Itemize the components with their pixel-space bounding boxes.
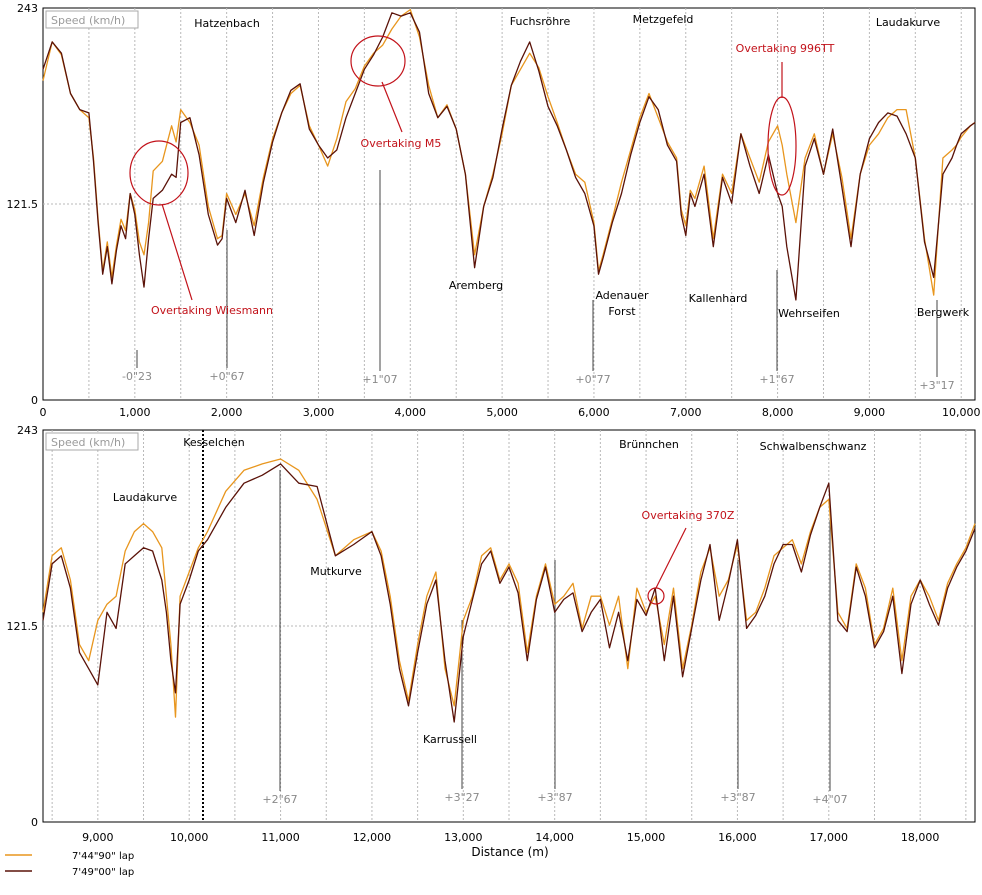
corner-label: Karrussell xyxy=(423,733,477,746)
corner-label: Wehrseifen xyxy=(778,307,840,320)
overtake-label: Overtaking 996TT xyxy=(736,42,835,55)
delta-label: +0"67 xyxy=(209,370,244,383)
corner-label: Kesselchen xyxy=(183,436,245,449)
x-tick-label: 10,000 xyxy=(942,406,981,419)
corner-label: Brünnchen xyxy=(619,438,679,451)
x-tick-label: 0 xyxy=(40,406,47,419)
x-tick-label: 17,000 xyxy=(810,831,849,844)
y-tick-label: 121.5 xyxy=(7,620,39,633)
corner-label: Metzgefeld xyxy=(633,13,694,26)
corner-label: Schwalbenschwanz xyxy=(760,440,867,453)
corner-label: Forst xyxy=(608,305,636,318)
x-tick-label: 1,000 xyxy=(119,406,151,419)
speed-label-box xyxy=(45,432,139,451)
x-tick-label: 11,000 xyxy=(261,831,300,844)
corner-label: Mutkurve xyxy=(310,565,362,578)
delta-label: +3"87 xyxy=(537,791,572,804)
x-tick-label: 4,000 xyxy=(395,406,427,419)
x-tick-label: 2,000 xyxy=(211,406,243,419)
x-tick-label: 3,000 xyxy=(303,406,335,419)
y-tick-label: 0 xyxy=(31,394,38,407)
y-tick-label: 243 xyxy=(17,2,38,15)
x-tick-label: 5,000 xyxy=(486,406,518,419)
x-tick-label: 16,000 xyxy=(718,831,757,844)
x-tick-label: 6,000 xyxy=(578,406,610,419)
corner-label: Aremberg xyxy=(449,279,503,292)
chart-panel-2 xyxy=(42,429,976,823)
overtake-label: Overtaking Wiesmann xyxy=(151,304,273,317)
overtake-pointer xyxy=(161,203,193,301)
overtake-label: Overtaking M5 xyxy=(361,137,442,150)
delta-label: +1"67 xyxy=(759,373,794,386)
delta-label: +3"87 xyxy=(720,791,755,804)
delta-label: +3"17 xyxy=(919,379,954,392)
x-tick-label: 10,000 xyxy=(170,831,209,844)
y-tick-label: 121.5 xyxy=(7,198,39,211)
delta-label: +3"27 xyxy=(444,791,479,804)
x-tick-label: 13,000 xyxy=(444,831,483,844)
x-tick-label: 15,000 xyxy=(627,831,666,844)
x-axis-title: Distance (m) xyxy=(471,845,548,859)
chart-panel-1 xyxy=(42,7,976,401)
speed-label: Speed (km/h) xyxy=(51,436,125,449)
corner-label: Kallenhard xyxy=(689,292,748,305)
x-tick-label: 8,000 xyxy=(762,406,794,419)
delta-label: +1"07 xyxy=(362,373,397,386)
x-tick-label: 14,000 xyxy=(535,831,574,844)
corner-label: Hatzenbach xyxy=(194,17,260,30)
delta-label: +2"67 xyxy=(262,793,297,806)
delta-label: +4"07 xyxy=(812,793,847,806)
x-tick-label: 12,000 xyxy=(353,831,392,844)
legend-label: 7'49"00" lap xyxy=(72,867,134,878)
corner-label: Laudakurve xyxy=(876,16,941,29)
corner-label: Fuchsröhre xyxy=(510,15,571,28)
series-line-1 xyxy=(42,458,976,718)
overtake-circle xyxy=(350,35,406,87)
series-line-2 xyxy=(42,463,976,723)
legend xyxy=(5,854,32,872)
overtake-label: Overtaking 370Z xyxy=(642,509,735,522)
overtake-pointer xyxy=(381,81,403,133)
y-tick-label: 0 xyxy=(31,816,38,829)
overtake-circle xyxy=(129,140,189,206)
x-tick-label: 9,000 xyxy=(854,406,886,419)
delta-label: -0"23 xyxy=(122,370,152,383)
y-tick-label: 243 xyxy=(17,424,38,437)
overtake-pointer xyxy=(655,527,687,589)
corner-label: Adenauer xyxy=(595,289,649,302)
legend-label: 7'44"90" lap xyxy=(72,851,134,862)
speed-label: Speed (km/h) xyxy=(51,14,125,27)
series-line-2 xyxy=(42,12,976,301)
x-tick-label: 18,000 xyxy=(901,831,940,844)
x-tick-label: 7,000 xyxy=(670,406,702,419)
x-tick-label: 9,000 xyxy=(82,831,114,844)
speed-label-box xyxy=(45,10,139,29)
corner-label: Laudakurve xyxy=(113,491,178,504)
delta-label: +0"77 xyxy=(575,373,610,386)
corner-label: Bergwerk xyxy=(917,306,970,319)
